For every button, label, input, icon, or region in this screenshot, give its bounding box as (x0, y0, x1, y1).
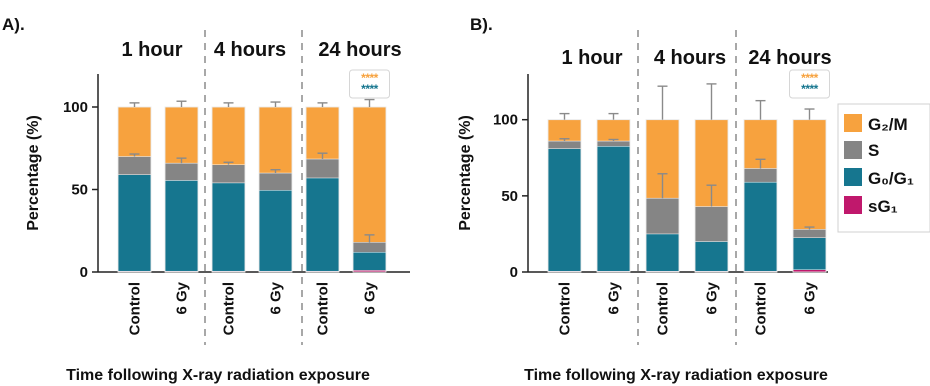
bar-segment-g0g1 (305, 177, 340, 272)
group-label: 24 hours (318, 39, 401, 61)
category-label: Control (221, 282, 238, 335)
bar-segment-g0g1 (645, 233, 680, 272)
bar-segment-s (547, 140, 582, 149)
group-label: 4 hours (214, 39, 286, 61)
bar-segment-g0g1 (211, 182, 246, 272)
significance-box (789, 69, 830, 99)
panel-a: A). 0 50 100 Percentage (%) 1 hour 4 hours 24 h… (2, 15, 410, 384)
y-tick-label: 50 (501, 188, 518, 205)
category-label: Control (753, 282, 770, 335)
bar-segment-g2m (352, 106, 387, 243)
category-label: 6 Gy (268, 281, 285, 314)
legend-label-g0g1: G₀/G₁ (868, 169, 914, 188)
bar-segment-g2m (211, 106, 246, 165)
bar-segment-s (792, 229, 827, 238)
bar-segment-s (596, 140, 631, 147)
y-tick-label: 0 (80, 264, 88, 281)
category-label: 6 Gy (704, 281, 721, 314)
panel-label: A). (2, 15, 25, 34)
bar-segment-g0g1 (258, 190, 293, 272)
bar-segment-s (258, 172, 293, 191)
bar-segment-g0g1 (596, 146, 631, 272)
bar-segment-s (645, 197, 680, 235)
significance-stars: **** (361, 82, 379, 96)
bar-segment-g0g1 (792, 237, 827, 270)
bar-segment-g0g1 (743, 181, 778, 272)
significance-stars: **** (361, 71, 379, 85)
y-axis-title: Percentage (%) (25, 115, 42, 231)
bar-segment-g2m (117, 106, 152, 157)
bar-segment-g2m (596, 119, 631, 142)
bar-segment-s (164, 162, 199, 181)
legend-swatch-g2m (844, 114, 862, 132)
panel-b: B). 0 50 100 Percentage (%) 1 hour 4 hours 24 h… (457, 15, 832, 384)
bar-segment-g2m (258, 106, 293, 174)
bar-segment-g0g1 (117, 174, 152, 272)
bar-segment-s (694, 206, 729, 242)
significance-box (349, 69, 390, 99)
group-label: 1 hour (561, 47, 622, 69)
y-tick-label: 100 (493, 112, 518, 129)
category-label: 6 Gy (802, 281, 819, 314)
category-label: Control (557, 282, 574, 335)
x-axis-title: Time following X-ray radiation exposure (66, 367, 370, 384)
bar-segment-s (743, 168, 778, 183)
legend: G₂/M S G₀/G₁ sG₁ (837, 103, 930, 233)
x-axis-title: Time following X-ray radiation exposure (524, 367, 828, 384)
bar-segment-g0g1 (352, 251, 387, 271)
category-label: Control (127, 282, 144, 335)
bar-segment-s (305, 158, 340, 179)
bar-segment-g2m (792, 119, 827, 230)
bar-segment-s (352, 242, 387, 253)
bar-segment-g0g1 (694, 241, 729, 272)
legend-swatch-sg1 (844, 196, 862, 214)
bar-segment-g0g1 (164, 180, 199, 272)
legend-swatch-g0g1 (844, 168, 862, 186)
bar-segment-g2m (547, 119, 582, 142)
group-label: 24 hours (748, 47, 831, 69)
bar-segment-g2m (305, 106, 340, 160)
group-label: 1 hour (121, 39, 182, 61)
category-label: 6 Gy (174, 281, 191, 314)
y-axis-title: Percentage (%) (457, 115, 474, 231)
bar-segment-s (211, 164, 246, 184)
y-tick-label: 100 (63, 99, 88, 116)
panel-label: B). (470, 15, 493, 34)
category-label: 6 Gy (362, 281, 379, 314)
significance-stars: **** (801, 71, 819, 85)
legend-label-g2m: G₂/M (868, 115, 908, 134)
legend-swatch-s (844, 141, 862, 159)
significance-stars: **** (801, 82, 819, 96)
bar-segment-s (117, 156, 152, 175)
bar-segment-g0g1 (547, 148, 582, 272)
group-label: 4 hours (654, 47, 726, 69)
legend-label-sg1: sG₁ (868, 197, 898, 216)
y-tick-label: 50 (71, 182, 88, 199)
bar-segment-g2m (164, 106, 199, 164)
category-label: Control (315, 282, 332, 335)
legend-label-s: S (868, 141, 879, 160)
category-label: 6 Gy (606, 281, 623, 314)
y-tick-label: 0 (510, 264, 518, 281)
category-label: Control (655, 282, 672, 335)
